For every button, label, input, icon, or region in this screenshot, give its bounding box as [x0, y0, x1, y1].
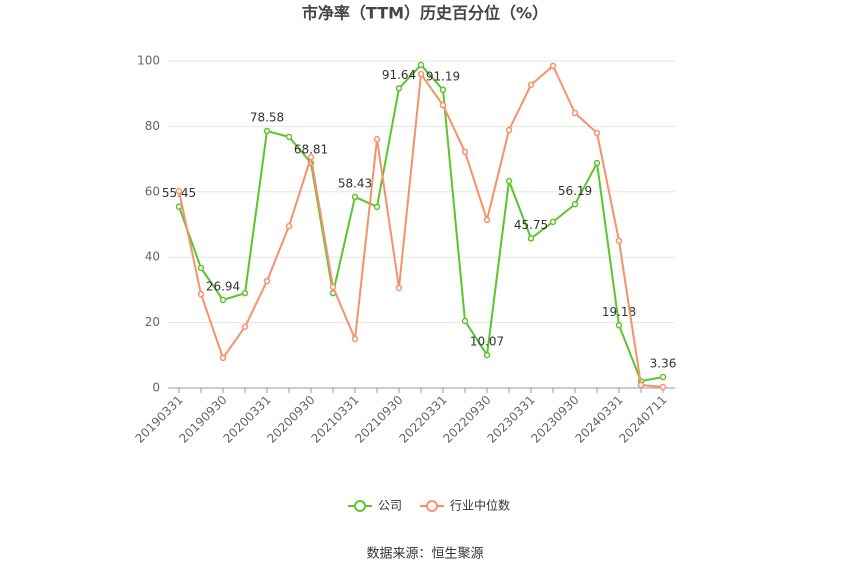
point: [527, 235, 535, 242]
legend-item: 公司: [348, 499, 402, 513]
data-label: 26.94: [206, 279, 240, 293]
point: [307, 153, 315, 161]
point: [351, 335, 359, 343]
point: [263, 277, 271, 285]
y-tick-label: 0: [152, 381, 160, 395]
point: [461, 317, 469, 325]
point: [197, 290, 205, 298]
point: [571, 201, 579, 208]
y-tick-label: 100: [137, 54, 160, 68]
data-label: 58.43: [338, 176, 372, 190]
point: [439, 86, 447, 94]
point: [571, 109, 579, 117]
point: [483, 351, 491, 359]
y-tick-label: 20: [145, 315, 160, 329]
data-label: 19.18: [602, 305, 636, 319]
data-label: 3.36: [650, 357, 677, 371]
point: [373, 203, 381, 211]
point: [527, 81, 535, 89]
x-tick-label: 20240711: [617, 393, 670, 446]
y-tick-label: 60: [145, 184, 160, 198]
point: [549, 62, 557, 70]
point: [549, 218, 557, 226]
point: [219, 296, 227, 304]
point: [395, 85, 403, 92]
point: [505, 126, 513, 134]
point: [593, 129, 601, 137]
point: [593, 159, 601, 167]
legend-label: 公司: [378, 499, 402, 513]
point: [175, 187, 183, 195]
point: [439, 101, 447, 109]
point: [351, 193, 359, 201]
point: [417, 70, 425, 78]
legend-item: 行业中位数: [420, 498, 510, 513]
point: [285, 133, 293, 141]
legend-marker: [354, 500, 366, 512]
point: [263, 127, 271, 135]
point: [241, 323, 249, 331]
point: [395, 284, 403, 292]
legend-label: 行业中位数: [450, 498, 510, 513]
point: [241, 289, 249, 297]
data-label: 91.64: [382, 68, 416, 82]
point: [615, 322, 623, 329]
point: [197, 264, 205, 272]
data-label: 10.07: [470, 335, 504, 349]
point: [659, 383, 667, 391]
y-tick-label: 80: [145, 119, 160, 133]
data-label: 91.19: [426, 69, 460, 83]
data-label: 68.81: [294, 142, 328, 156]
point: [219, 354, 227, 362]
point: [417, 61, 425, 69]
point: [615, 237, 623, 245]
point: [329, 283, 337, 291]
data-label: 78.58: [250, 111, 284, 125]
point: [483, 216, 491, 224]
point: [373, 135, 381, 143]
y-tick-label: 40: [145, 250, 160, 264]
point: [659, 373, 667, 381]
chart-title: 市净率（TTM）历史百分位（%）: [302, 4, 548, 23]
point: [175, 203, 183, 210]
point: [637, 381, 645, 389]
data-label: 56.19: [558, 184, 592, 198]
legend-marker: [426, 500, 439, 512]
point: [461, 148, 469, 156]
point: [505, 177, 513, 185]
point: [285, 222, 293, 230]
data-label: 45.75: [514, 218, 548, 232]
source-note: 数据来源：恒生聚源: [366, 547, 483, 562]
